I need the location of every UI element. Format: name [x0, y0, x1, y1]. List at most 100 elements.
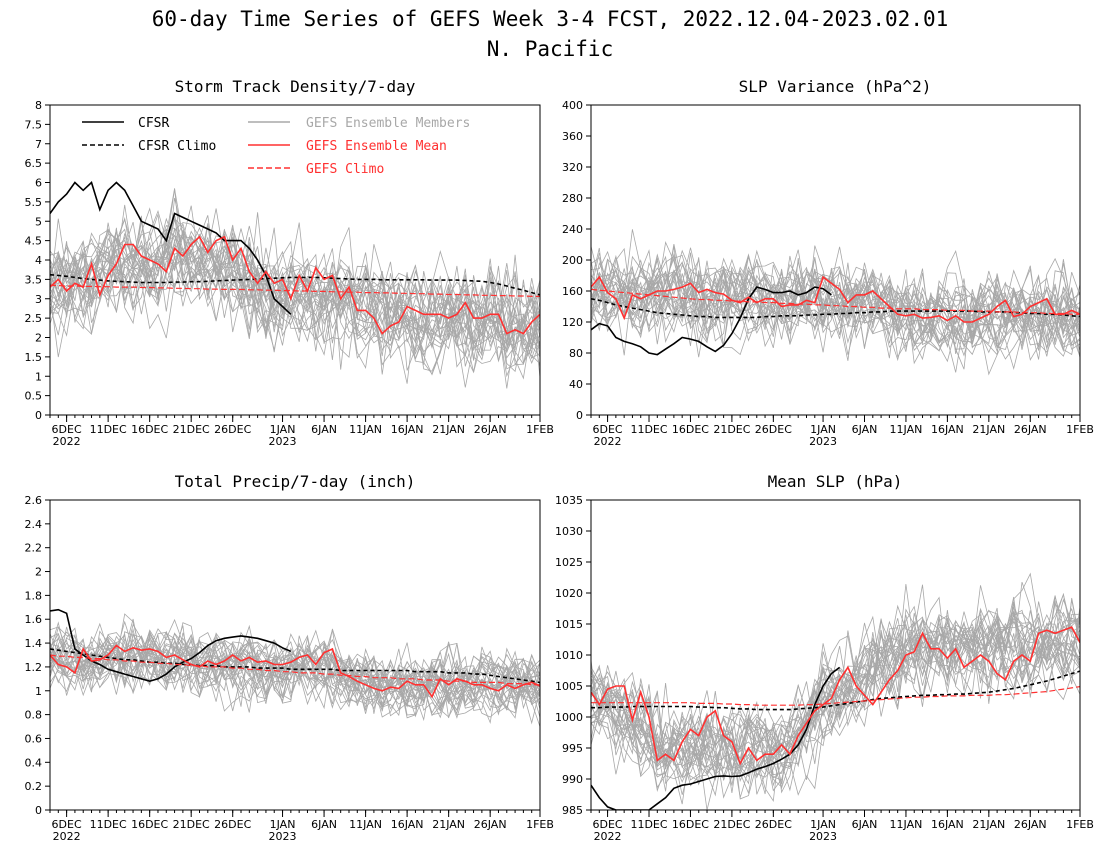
y-tick-label: 0.2 [25, 780, 43, 793]
y-tick-label: 0 [35, 804, 42, 817]
x-tick-year: 2023 [809, 435, 837, 448]
x-tick-label: 16DEC [131, 818, 168, 831]
y-tick-label: 2.5 [25, 312, 43, 325]
legend-label: GEFS Ensemble Mean [306, 139, 447, 154]
ensemble-member-line [591, 257, 1080, 361]
x-tick-label: 11DEC [90, 423, 127, 436]
x-tick-label: 11DEC [630, 423, 667, 436]
x-tick-label: 21DEC [713, 818, 750, 831]
figure-title-line1: 60-day Time Series of GEFS Week 3-4 FCST… [152, 7, 949, 31]
plot-frame [49, 499, 541, 811]
x-tick-year: 2023 [269, 830, 297, 843]
series-line-gefs-climo [50, 654, 540, 686]
ensemble-member-line [591, 583, 1080, 794]
y-tick-label: 2 [35, 332, 42, 345]
x-tick-label: 11DEC [90, 818, 127, 831]
ensemble-member-line [591, 253, 1080, 353]
x-tick-label: 1FEB [1066, 423, 1094, 436]
legend-label: GEFS Climo [306, 162, 384, 177]
ensemble-member-line [591, 609, 1080, 787]
legend-label: CFSR Climo [138, 139, 216, 154]
ensemble-member-line [591, 253, 1080, 356]
y-tick-label: 5.5 [25, 196, 43, 209]
ensemble-member-line [50, 629, 540, 719]
y-tick-label: 1035 [555, 494, 583, 507]
x-tick-year: 2022 [53, 830, 81, 843]
x-tick-label: 11JAN [890, 818, 923, 831]
ensemble-member-line [50, 631, 540, 718]
x-tick-label: 16JAN [391, 818, 424, 831]
x-tick-label: 6JAN [311, 818, 337, 831]
x-tick-label: 26JAN [474, 423, 507, 436]
ensemble-member-line [591, 601, 1080, 786]
series-line-cfsr-climo [591, 670, 1080, 711]
x-tick-label: 16DEC [672, 818, 709, 831]
x-tick-label: 26JAN [474, 818, 507, 831]
ensemble-member-line [50, 215, 540, 384]
legend-label: CFSR [138, 116, 169, 131]
y-tick-label: 80 [569, 347, 583, 360]
x-tick-label: 6DEC [52, 423, 82, 436]
ensemble-member-line [591, 247, 1080, 346]
y-tick-label: 1.6 [25, 613, 43, 626]
ensemble-member-line [50, 636, 540, 725]
data-layer [591, 572, 1080, 810]
ensemble-member-line [591, 619, 1080, 795]
x-tick-label: 11DEC [630, 818, 667, 831]
x-tick-label: 11JAN [349, 423, 382, 436]
ensemble-member-line [50, 625, 540, 709]
x-tick-year: 2022 [53, 435, 81, 448]
x-tick-label: 6DEC [52, 818, 82, 831]
series-line-gefs-climo [591, 288, 1080, 315]
y-tick-label: 6 [35, 177, 42, 190]
x-tick-label: 1JAN [810, 423, 836, 436]
y-tick-label: 200 [562, 254, 583, 267]
y-tick-label: 0.8 [25, 709, 43, 722]
chart-panel-3: Total Precip/7-day (inch)00.20.40.60.811… [25, 472, 554, 843]
ensemble-member-line [591, 246, 1080, 347]
x-tick-label: 1FEB [526, 423, 554, 436]
x-tick-label: 26DEC [755, 423, 792, 436]
ensemble-member-line [50, 634, 540, 727]
x-tick-label: 1FEB [526, 818, 554, 831]
y-tick-label: 160 [562, 285, 583, 298]
x-tick-label: 16JAN [931, 423, 964, 436]
ensemble-member-line [50, 212, 540, 353]
y-tick-label: 1020 [555, 587, 583, 600]
x-tick-label: 21JAN [432, 818, 465, 831]
y-tick-label: 3 [35, 293, 42, 306]
ensemble-member-line [591, 612, 1080, 779]
ensemble-member-line [591, 241, 1080, 359]
y-tick-label: 8 [35, 99, 42, 112]
chart-panel-4: Mean SLP (hPa) 985 990 995 1000 1005 1010 1015 1… [555, 472, 1094, 843]
y-tick-label: 1 [35, 370, 42, 383]
panel-title: Storm Track Density/7-day [175, 77, 416, 96]
y-tick-label: 0 [35, 409, 42, 422]
y-tick-label: 1 [35, 685, 42, 698]
y-tick-label: 120 [562, 316, 583, 329]
y-tick-label: 3.5 [25, 273, 43, 286]
data-layer [591, 229, 1080, 376]
x-tick-label: 16DEC [131, 423, 168, 436]
x-tick-label: 26DEC [214, 818, 251, 831]
series-line-gefs-climo [50, 284, 540, 297]
x-tick-label: 21JAN [432, 423, 465, 436]
ensemble-member-line [591, 252, 1080, 371]
ensemble-member-line [50, 229, 540, 376]
y-tick-label: 7.5 [25, 118, 43, 131]
y-tick-label: 995 [562, 742, 583, 755]
chart-panel-1: Storm Track Density/7-day 0 0.5 1 1.5 2 2.5 3 3.… [25, 77, 554, 448]
x-tick-label: 16JAN [931, 818, 964, 831]
y-tick-label: 1025 [555, 556, 583, 569]
panel-title: Total Precip/7-day (inch) [175, 472, 416, 491]
y-tick-label: 985 [562, 804, 583, 817]
y-tick-label: 360 [562, 130, 583, 143]
y-tick-label: 1.2 [25, 661, 43, 674]
x-tick-label: 6JAN [852, 818, 878, 831]
x-tick-year: 2023 [809, 830, 837, 843]
panel-title: SLP Variance (hPa^2) [739, 77, 932, 96]
y-tick-label: 2.6 [25, 494, 43, 507]
y-tick-label: 40 [569, 378, 583, 391]
x-tick-label: 6JAN [852, 423, 878, 436]
